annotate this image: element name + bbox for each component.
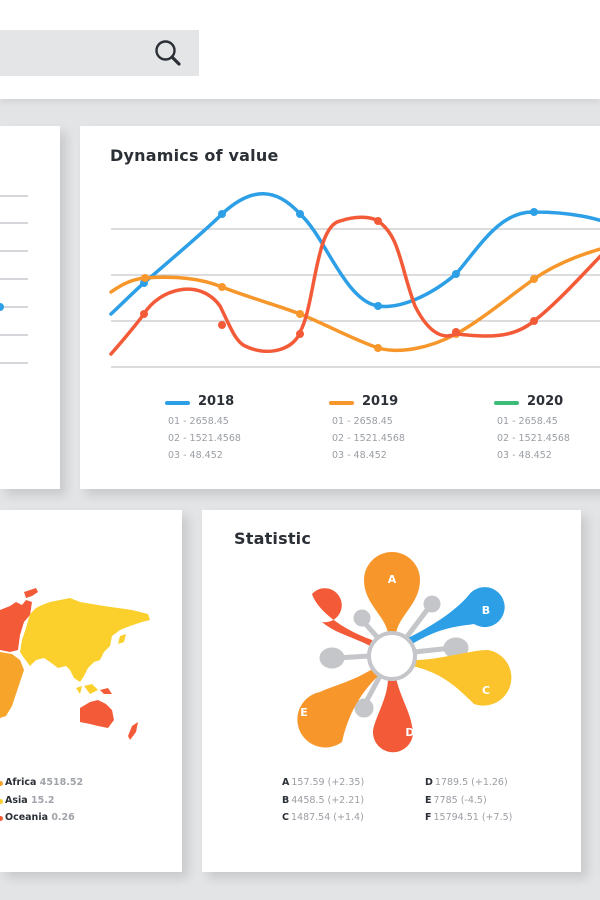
map-region-africa	[0, 652, 24, 718]
region-value: 4518.52	[39, 777, 84, 788]
legend-row: 02 - 1521.4568	[497, 433, 570, 444]
petal-label-a: A	[388, 573, 397, 586]
legend-row: 02 - 1521.4568	[168, 433, 241, 444]
map-region-asia	[20, 598, 150, 682]
stat-item-a: A 157.59 (+2.35)	[282, 777, 365, 788]
region-name: Asia	[5, 795, 28, 806]
petal-label-e: E	[300, 706, 308, 719]
legend-swatch-blue	[165, 401, 190, 405]
search-input[interactable]	[0, 30, 199, 76]
search-icon[interactable]	[152, 38, 184, 70]
petal-f[interactable]	[312, 588, 374, 648]
line-chart	[109, 192, 600, 368]
petal-c[interactable]	[412, 650, 512, 706]
dynamics-title: Dynamics of value	[110, 146, 279, 165]
region-value: 0.26	[51, 812, 75, 823]
statistic-card: Statistic	[202, 510, 581, 872]
world-map-card: Africa 4518.52 Asia 15.2 Oceania 0.26	[0, 510, 182, 872]
statistic-flower-chart: A B C D E F	[294, 552, 512, 753]
legend-dot	[0, 816, 3, 821]
legend-row: 01 - 2658.45	[497, 416, 558, 427]
petal-e[interactable]	[297, 668, 378, 748]
dynamics-card: Dynamics of value 2018 01 - 26	[80, 126, 600, 489]
legend-row: 02 - 1521.4568	[332, 433, 405, 444]
legend-swatch-green	[494, 401, 519, 405]
stat-item-e: E 7785 (-4.5)	[425, 795, 487, 806]
legend-row: 03 - 48.452	[168, 450, 223, 461]
stat-item-d: D 1789.5 (+1.26)	[425, 777, 508, 788]
region-name: Oceania	[5, 812, 48, 823]
petal-label-b: B	[482, 604, 490, 617]
legend-year: 2018	[198, 394, 235, 409]
petal-a[interactable]	[364, 552, 420, 634]
stat-item-b: B 4458.5 (+2.21)	[282, 795, 365, 806]
partial-slider-card	[0, 126, 60, 489]
legend-swatch-orange	[329, 401, 354, 405]
map-region-europe	[0, 600, 32, 652]
legend-row: 03 - 48.452	[332, 450, 387, 461]
petal-d[interactable]	[373, 678, 413, 753]
map-region-oceania	[80, 700, 114, 728]
legend-row: 01 - 2658.45	[168, 416, 229, 427]
slider-handle[interactable]	[0, 303, 4, 311]
legend-year: 2020	[527, 394, 564, 409]
petal-label-f: F	[294, 603, 302, 616]
world-map	[0, 588, 150, 740]
statistic-title: Statistic	[234, 529, 312, 548]
legend-row: 03 - 48.452	[497, 450, 552, 461]
petal-b[interactable]	[408, 587, 505, 644]
stat-item-f: F 15794.51 (+7.5)	[425, 812, 513, 823]
legend-row: 01 - 2658.45	[332, 416, 393, 427]
legend-year: 2019	[362, 394, 399, 409]
series-2019-line	[109, 247, 600, 353]
stat-item-c: C 1487.54 (+1.4)	[282, 812, 364, 823]
petal-label-c: C	[482, 684, 490, 697]
slider-lines	[0, 195, 28, 364]
region-name: Africa	[5, 777, 37, 788]
series-2018-line	[109, 192, 600, 316]
petal-label-d: D	[405, 726, 414, 739]
series-2020-line	[109, 215, 600, 356]
center-circle	[367, 631, 417, 681]
legend-dot	[0, 781, 3, 786]
region-value: 15.2	[31, 795, 55, 806]
legend-dot	[0, 799, 3, 804]
top-bar	[0, 0, 600, 99]
